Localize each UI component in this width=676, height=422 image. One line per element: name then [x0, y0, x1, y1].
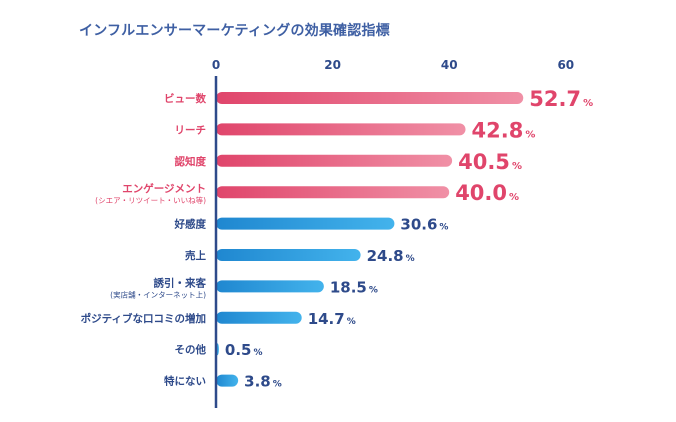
category-label: 売上 [185, 249, 206, 262]
category-label: ポジティブな口コミの増加 [81, 312, 206, 325]
data-label: 14.7% [308, 310, 356, 328]
data-label: 42.8% [472, 118, 536, 142]
bar [216, 280, 324, 293]
category-sublabel: (実店舗・インターネット上) [110, 289, 206, 299]
x-tick-label: 20 [324, 58, 341, 72]
data-label: 40.0% [455, 181, 519, 205]
data-label: 3.8% [244, 373, 282, 391]
chart-title: インフルエンサーマーケティングの効果確認指標 [79, 23, 390, 39]
bar [216, 154, 453, 167]
x-tick-label: 40 [441, 58, 458, 72]
category-label: 認知度 [175, 155, 207, 168]
data-label: 52.7% [529, 87, 593, 111]
category-label: 誘引・来客 [154, 276, 207, 289]
category-label: その他 [175, 343, 207, 356]
x-tick-label: 0 [212, 58, 220, 72]
category-label: 好感度 [174, 218, 207, 231]
bar [216, 249, 361, 261]
bar [216, 123, 466, 136]
bar [216, 217, 395, 230]
category-label: リーチ [175, 124, 207, 136]
bar [216, 311, 302, 324]
data-label: 40.5% [458, 150, 522, 174]
bar [216, 92, 524, 104]
bar [216, 186, 450, 199]
data-label: 24.8% [367, 247, 415, 265]
data-label: 18.5% [330, 278, 378, 296]
bar [216, 374, 239, 387]
x-tick-label: 60 [557, 58, 574, 72]
data-label: 30.6% [400, 216, 448, 234]
category-label: 特にない [164, 375, 206, 388]
data-label: 0.5% [225, 341, 263, 359]
category-label: ビュー数 [164, 92, 206, 105]
category-sublabel: (シエア・リツイート・いいね等) [95, 195, 206, 205]
category-label: エンゲージメント [122, 182, 206, 195]
